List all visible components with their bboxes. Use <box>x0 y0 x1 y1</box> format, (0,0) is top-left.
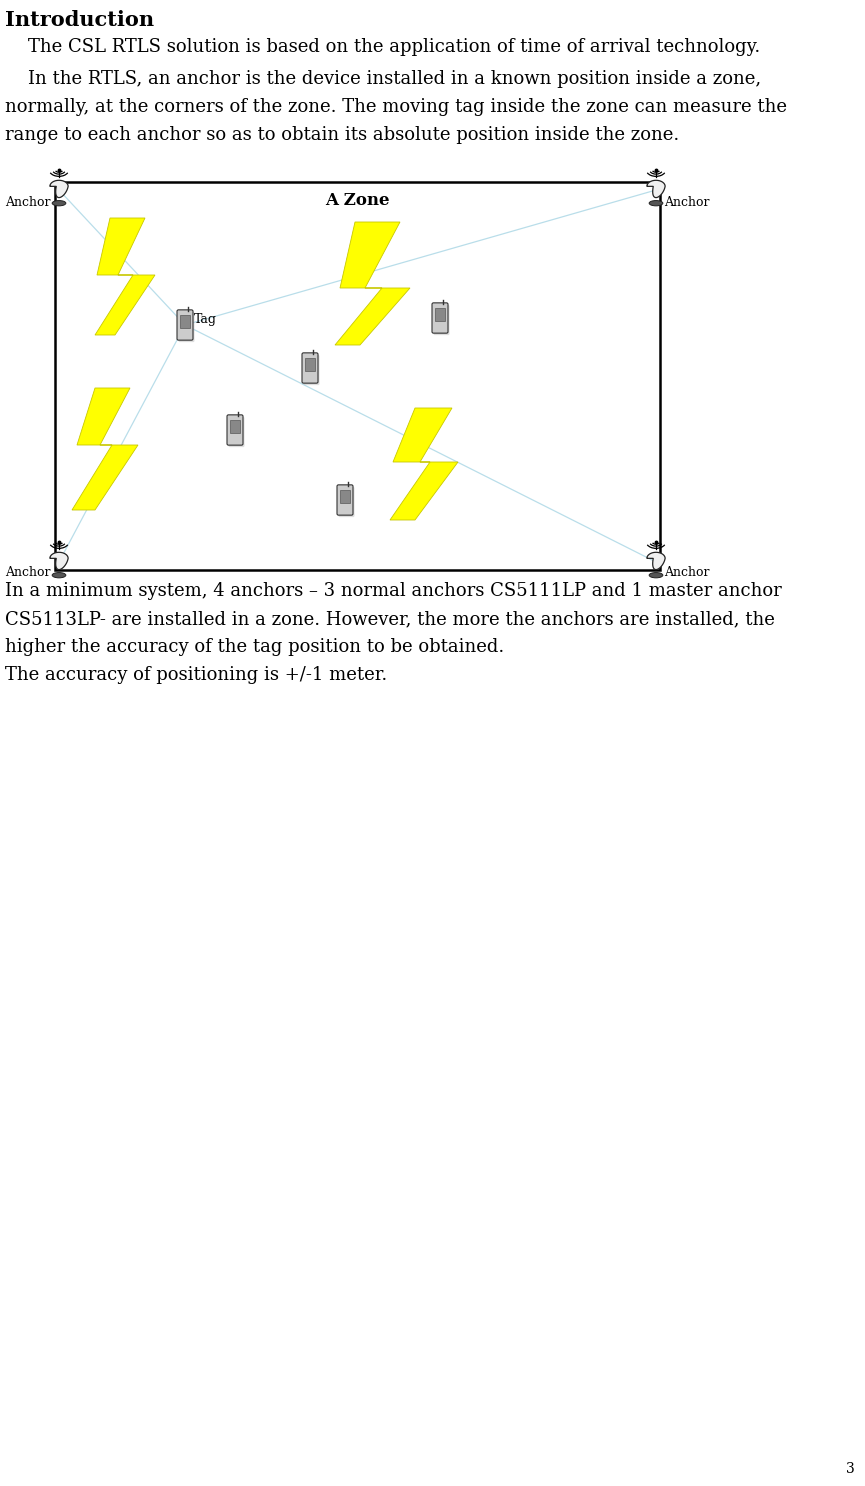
Bar <box>305 358 315 372</box>
Polygon shape <box>647 180 665 198</box>
Text: Anchor: Anchor <box>664 566 709 580</box>
Bar <box>55 181 660 571</box>
Text: 3: 3 <box>846 1462 855 1476</box>
FancyBboxPatch shape <box>304 355 319 385</box>
Text: The accuracy of positioning is +/-1 meter.: The accuracy of positioning is +/-1 mete… <box>5 666 388 684</box>
Text: range to each anchor so as to obtain its absolute position inside the zone.: range to each anchor so as to obtain its… <box>5 126 679 144</box>
FancyBboxPatch shape <box>433 305 450 336</box>
Text: CS5113LP- are installed in a zone. However, the more the anchors are installed, : CS5113LP- are installed in a zone. Howev… <box>5 609 775 629</box>
FancyBboxPatch shape <box>178 312 195 342</box>
Text: Anchor: Anchor <box>664 196 709 210</box>
FancyBboxPatch shape <box>432 303 448 333</box>
Text: In the RTLS, an anchor is the device installed in a known position inside a zone: In the RTLS, an anchor is the device ins… <box>5 70 761 88</box>
FancyBboxPatch shape <box>227 415 243 446</box>
Text: A Zone: A Zone <box>325 192 390 210</box>
Polygon shape <box>72 388 138 510</box>
Bar <box>180 315 189 328</box>
Ellipse shape <box>649 201 663 207</box>
Bar <box>230 419 240 434</box>
Text: Anchor: Anchor <box>5 566 50 580</box>
FancyBboxPatch shape <box>228 418 245 447</box>
FancyBboxPatch shape <box>337 484 353 516</box>
Polygon shape <box>390 409 458 520</box>
Text: Anchor: Anchor <box>5 196 50 210</box>
Polygon shape <box>50 180 68 198</box>
Polygon shape <box>95 218 155 334</box>
Polygon shape <box>647 553 665 569</box>
FancyBboxPatch shape <box>302 352 318 383</box>
Text: higher the accuracy of the tag position to be obtained.: higher the accuracy of the tag position … <box>5 637 504 655</box>
Bar <box>435 308 445 321</box>
Text: Introduction: Introduction <box>5 10 154 30</box>
Polygon shape <box>335 221 410 345</box>
Ellipse shape <box>52 572 66 578</box>
Polygon shape <box>50 553 68 569</box>
Ellipse shape <box>649 572 663 578</box>
Bar <box>340 489 349 504</box>
FancyBboxPatch shape <box>338 487 355 517</box>
Text: normally, at the corners of the zone. The moving tag inside the zone can measure: normally, at the corners of the zone. Th… <box>5 98 787 116</box>
Ellipse shape <box>52 201 66 207</box>
FancyBboxPatch shape <box>177 311 193 340</box>
Text: Tag: Tag <box>194 314 217 327</box>
Text: In a minimum system, 4 anchors – 3 normal anchors CS5111LP and 1 master anchor: In a minimum system, 4 anchors – 3 norma… <box>5 583 782 600</box>
Text: The CSL RTLS solution is based on the application of time of arrival technology.: The CSL RTLS solution is based on the ap… <box>5 39 760 56</box>
